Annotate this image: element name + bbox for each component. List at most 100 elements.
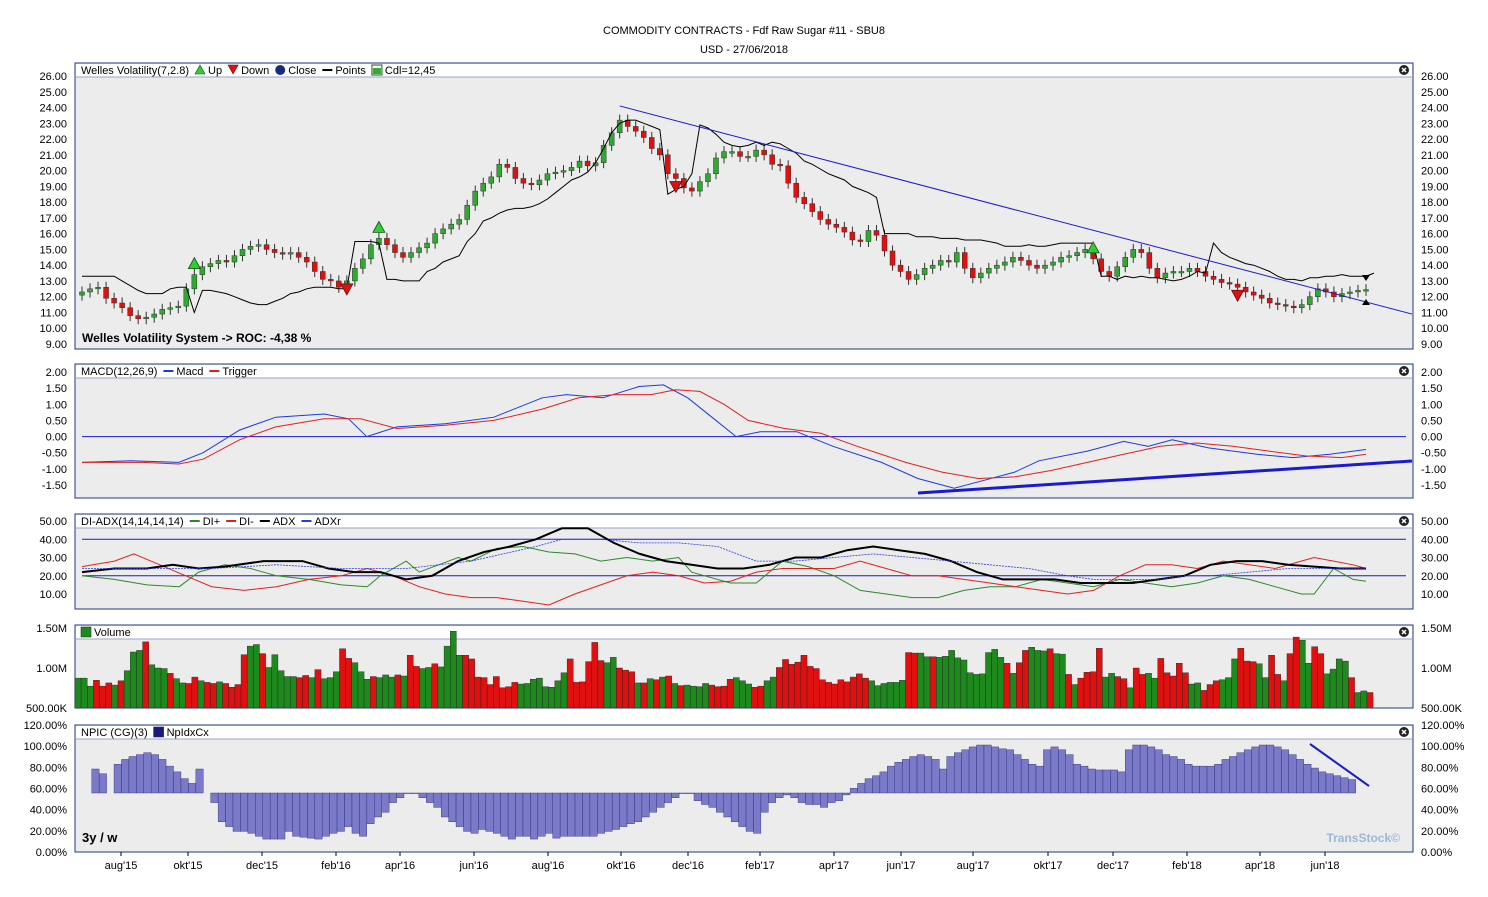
price-note: Welles Volatility System -> ROC: -4,38 % — [82, 331, 312, 345]
candle — [87, 283, 93, 298]
volume-bar — [511, 682, 519, 709]
candle-body — [1074, 252, 1080, 256]
y-tick-label: -1.50 — [42, 480, 67, 492]
volume-bar — [923, 656, 931, 709]
legend-strip — [76, 726, 1412, 739]
candle-body — [255, 244, 262, 247]
candle — [103, 281, 109, 304]
candle — [962, 247, 968, 274]
candle — [135, 310, 141, 325]
npic-bar — [225, 792, 234, 827]
volume-bar — [222, 683, 229, 709]
volume-bar — [954, 657, 962, 709]
candle — [1050, 256, 1056, 271]
volume-bar — [1280, 680, 1288, 709]
candle-body — [673, 173, 679, 179]
candle — [1042, 259, 1048, 274]
volume-bar — [1194, 682, 1201, 709]
volume-bar — [813, 668, 820, 709]
npic-bar — [1072, 764, 1081, 794]
volume-bar — [856, 673, 863, 709]
candle — [448, 218, 454, 235]
npic-bar — [894, 762, 903, 794]
volume-bar — [160, 668, 168, 709]
volume-bar — [862, 677, 869, 709]
candle-body — [632, 126, 639, 132]
candle — [1114, 261, 1120, 282]
volume-bar — [1219, 679, 1226, 709]
legend-npic: NPIC (CG)(3) NpIdxCx — [81, 726, 209, 739]
volume-bar — [751, 687, 759, 709]
volume-bar — [425, 667, 432, 709]
x-tick-label: dec'16 — [672, 860, 704, 872]
candle-body — [1066, 255, 1072, 258]
volume-bar — [640, 682, 648, 709]
candle-body — [1210, 275, 1217, 280]
candle — [496, 158, 503, 183]
panel-macd — [74, 363, 1414, 499]
candle-body — [608, 132, 615, 146]
legend-box-icon — [80, 626, 92, 638]
candle — [95, 281, 101, 295]
candle — [761, 144, 767, 161]
volume-bar — [991, 649, 998, 709]
volume-bar — [566, 658, 574, 709]
volume-bar — [1096, 648, 1103, 709]
candle — [408, 247, 414, 263]
candle-body — [857, 239, 864, 242]
legend-label: Cdl=12,45 — [385, 65, 435, 77]
candle — [945, 254, 952, 268]
candle — [1210, 270, 1217, 285]
y-tick-label: 22.00 — [1421, 134, 1449, 146]
npic-bar — [500, 792, 509, 837]
candle — [576, 155, 583, 173]
candle-body — [1146, 252, 1153, 269]
volume-bar — [443, 645, 451, 709]
candle — [769, 149, 775, 170]
npic-bar — [1139, 744, 1148, 794]
npic-bar — [537, 792, 546, 837]
npic-bar — [403, 792, 412, 794]
y-tick-label: 0.00 — [1421, 432, 1442, 444]
npic-bar — [188, 783, 196, 794]
panel-price — [74, 62, 1414, 350]
signal-down-icon — [669, 181, 683, 194]
volume-bar — [1286, 653, 1294, 709]
candle-body — [1266, 298, 1273, 304]
candle-body — [135, 315, 141, 320]
candle — [295, 247, 302, 263]
volume-bar — [1163, 672, 1171, 709]
npic-bar — [745, 792, 754, 832]
y-tick-label: 21.00 — [39, 150, 67, 162]
candle — [921, 262, 928, 281]
candle — [937, 254, 944, 271]
candle — [271, 243, 278, 259]
volume-bar — [1348, 677, 1355, 709]
npic-bar — [1244, 749, 1252, 794]
volume-bar — [1243, 660, 1251, 709]
y-tick-label: 100.00% — [24, 741, 68, 753]
signal-down-icon — [340, 283, 354, 296]
volume-bar — [296, 677, 303, 709]
signal-up-icon — [372, 220, 386, 233]
candle — [1347, 286, 1353, 300]
volume-bar — [948, 650, 955, 709]
npic-bar — [1229, 756, 1237, 794]
npic-bar — [344, 792, 353, 827]
npic-bar — [589, 792, 598, 837]
volume-bar — [653, 679, 660, 709]
npic-bar — [307, 792, 315, 839]
candle — [456, 213, 462, 230]
volume-bar — [462, 655, 469, 709]
candle — [119, 297, 125, 314]
volume-bar — [308, 677, 316, 709]
npic-bar — [671, 792, 680, 798]
volume-bar — [603, 662, 611, 709]
npic-bar — [864, 778, 873, 794]
macd-series-macd — [81, 384, 1367, 489]
y-axis-volume: 1.50M 1.50M 1.00M 1.00M 500.00K 500.00K — [26, 623, 1463, 715]
y-tick-label: 500.00K — [1421, 703, 1463, 715]
npic-bar — [396, 792, 405, 798]
candle-body — [913, 274, 920, 280]
volume-bar — [689, 685, 697, 709]
